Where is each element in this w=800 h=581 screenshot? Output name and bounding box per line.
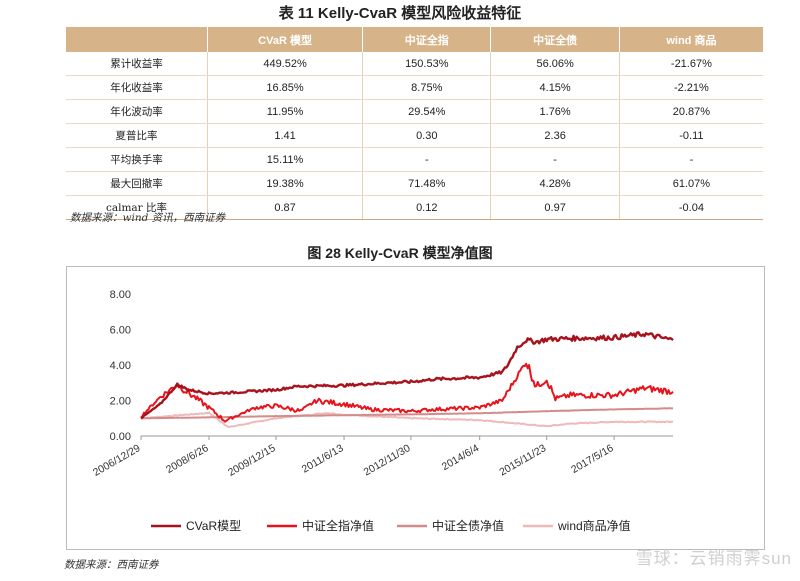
legend-label: 中证全债净值 <box>432 518 504 533</box>
table-cell: 0.97 <box>490 195 620 220</box>
legend-label: wind商品净值 <box>557 518 631 533</box>
table-cell: 0.12 <box>362 195 492 220</box>
table-row: 年化收益率 16.85% 8.75% 4.15% -2.21% <box>66 75 763 100</box>
table-cell: 16.85% <box>207 75 364 100</box>
series-line <box>140 411 674 428</box>
series-line <box>140 331 674 420</box>
row-label: calmar 比率 <box>66 195 208 220</box>
table-cell: 4.15% <box>490 75 620 100</box>
table-cell: 0.30 <box>362 123 492 148</box>
header-cell: 中证全指 <box>362 27 492 52</box>
table-row: 累计收益率 449.52% 150.53% 56.06% -21.67% <box>66 52 763 76</box>
table-row: 平均换手率 15.11% - - - <box>66 147 763 172</box>
table-cell: 449.52% <box>207 52 364 76</box>
table-cell: -0.11 <box>619 123 763 148</box>
table-cell: 61.07% <box>619 171 763 196</box>
header-cell: CVaR 模型 <box>207 27 364 52</box>
y-tick-label: 2.00 <box>110 396 131 408</box>
table-header-row: CVaR 模型 中证全指 中证全债 wind 商品 <box>66 27 763 52</box>
table-cell: 150.53% <box>362 52 492 76</box>
header-cell: 中证全债 <box>490 27 620 52</box>
table-cell: - <box>362 147 492 172</box>
table-cell: -2.21% <box>619 75 763 100</box>
figure-source-note: 数据来源：西南证券 <box>64 559 159 571</box>
y-tick-label: 8.00 <box>110 289 131 301</box>
row-label: 最大回撤率 <box>66 171 208 196</box>
row-label: 年化波动率 <box>66 99 208 124</box>
row-label: 累计收益率 <box>66 52 208 76</box>
x-tick-label: 2017/5/16 <box>569 442 616 476</box>
x-tick-label: 2011/6/13 <box>300 442 346 475</box>
table-row: calmar 比率 0.87 0.12 0.97 -0.04 <box>66 195 763 220</box>
row-label: 平均换手率 <box>66 147 208 172</box>
y-tick-label: 0.00 <box>110 431 131 443</box>
table-row: 最大回撤率 19.38% 71.48% 4.28% 61.07% <box>66 171 763 196</box>
table-cell: 29.54% <box>362 99 492 124</box>
table-source-note: 数据来源：wind 资讯，西南证券 <box>70 212 226 224</box>
x-tick-label: 2012/11/30 <box>362 442 413 478</box>
watermark: 雪球：云销雨霁sun <box>635 549 792 568</box>
table-cell: 56.06% <box>490 52 620 76</box>
figure-caption: 图 28 Kelly-CvaR 模型净值图 <box>307 245 493 261</box>
table-cell: -21.67% <box>619 52 763 76</box>
row-label: 年化收益率 <box>66 75 208 100</box>
series-line <box>140 362 674 423</box>
table-cell: 1.76% <box>490 99 620 124</box>
header-cell: wind 商品 <box>619 27 763 52</box>
table-cell: 0.87 <box>207 195 364 220</box>
table-row: 年化波动率 11.95% 29.54% 1.76% 20.87% <box>66 99 763 124</box>
table-cell: 1.41 <box>207 123 364 148</box>
table-cell: 11.95% <box>207 99 364 124</box>
nav-line-chart: 0.00 2.00 4.00 6.00 8.00 2006/12/29 2008/6/26 2… <box>91 289 674 533</box>
legend-label: CVaR模型 <box>186 519 241 533</box>
y-tick-label: 4.00 <box>110 360 131 372</box>
table-cell: 19.38% <box>207 171 364 196</box>
table-cell: 8.75% <box>362 75 492 100</box>
y-tick-label: 6.00 <box>110 325 131 337</box>
x-tick-label: 2009/12/15 <box>226 442 278 479</box>
chart-frame: 0.00 2.00 4.00 6.00 8.00 2006/12/29 2008/6/26 2… <box>66 266 765 550</box>
table-cell: 4.28% <box>490 171 620 196</box>
header-cell <box>66 27 208 52</box>
table-cell: 15.11% <box>207 147 364 172</box>
x-tick-label: 2008/6/26 <box>164 442 211 476</box>
x-tick-label: 2015/11/23 <box>497 442 548 478</box>
x-tick-label: 2014/6/4 <box>440 442 482 473</box>
table-cell: 20.87% <box>619 99 763 124</box>
table-cell: -0.04 <box>619 195 763 220</box>
table-cell: - <box>619 147 763 172</box>
x-tick-label: 2006/12/29 <box>91 442 143 479</box>
table-cell: - <box>490 147 620 172</box>
table-cell: 2.36 <box>490 123 620 148</box>
risk-return-table: CVaR 模型 中证全指 中证全债 wind 商品 累计收益率 449.52% 15… <box>66 27 763 220</box>
row-label: 夏普比率 <box>66 123 208 148</box>
table-cell: 71.48% <box>362 171 492 196</box>
table-row: 夏普比率 1.41 0.30 2.36 -0.11 <box>66 123 763 148</box>
legend-label: 中证全指净值 <box>302 518 374 533</box>
table-caption: 表 11 Kelly-CvaR 模型风险收益特征 <box>278 5 522 22</box>
